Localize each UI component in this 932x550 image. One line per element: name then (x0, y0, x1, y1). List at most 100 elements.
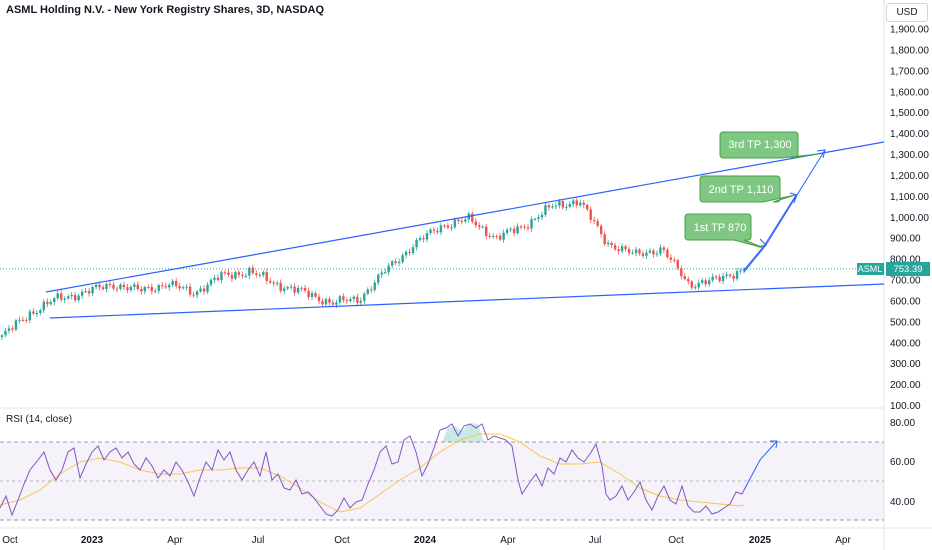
candle-body (227, 272, 230, 276)
candle-body (112, 284, 115, 289)
candlestick-series[interactable] (0, 198, 746, 341)
candle-body (582, 202, 585, 205)
projection-path[interactable] (743, 194, 797, 271)
candle-body (540, 214, 544, 218)
rsi-projection-arrow[interactable] (743, 440, 778, 491)
candle-body (700, 280, 704, 283)
candle-body (195, 291, 199, 296)
candle-body (453, 219, 457, 228)
candle-body (143, 286, 147, 292)
symbol-badge (857, 263, 884, 275)
candle-body (98, 284, 101, 288)
time-tick: Apr (167, 535, 183, 546)
candle-body (46, 301, 49, 305)
candle-body (634, 249, 638, 254)
candle-body (140, 288, 143, 292)
candle-body (307, 290, 310, 298)
candle-body (363, 293, 366, 301)
candle-body (704, 280, 707, 285)
candle-body (300, 287, 303, 289)
candle-body (411, 247, 415, 253)
time-axis[interactable]: Oct 2023 Apr Jul Oct 2024 Apr Jul Oct 2025 Apr (2, 535, 851, 546)
candle-body (596, 220, 599, 226)
candle-body (359, 300, 363, 303)
time-tick: 2023 (81, 535, 104, 546)
time-tick: Jul (252, 535, 265, 546)
time-tick: Apr (500, 535, 516, 546)
candle-body (60, 293, 63, 300)
candle-body (174, 280, 178, 287)
candle-body (269, 280, 272, 283)
candle-body (349, 299, 352, 302)
price-tick: 1,400.00 (890, 129, 929, 140)
candle-body (464, 219, 467, 222)
callout-tp3[interactable]: 3rd TP 1,300 (719, 131, 819, 159)
candle-body (53, 298, 56, 303)
rsi-overbought-fill (442, 423, 484, 442)
candle-body (687, 278, 690, 282)
candle-body (586, 204, 589, 210)
candle-body (645, 252, 648, 256)
candle-body (73, 295, 77, 301)
candle-body (310, 293, 314, 298)
candle-body (471, 213, 474, 222)
candle-body (314, 293, 317, 297)
candle-body (627, 249, 631, 254)
candle-body (276, 282, 279, 284)
candle-body (707, 280, 711, 285)
candle-body (620, 246, 624, 252)
candle-body (262, 272, 265, 276)
candle-body (495, 235, 498, 237)
price-axis[interactable]: 1,900.00 1,800.00 1,700.00 1,600.00 1,500.00… (890, 25, 929, 413)
candle-body (25, 319, 28, 321)
candle-body (84, 291, 87, 293)
candle-body (446, 225, 450, 228)
candle-body (505, 229, 509, 233)
callout-tp1[interactable]: 1st TP 870 (684, 213, 765, 249)
candle-body (317, 296, 321, 302)
candle-body (512, 228, 516, 234)
candle-body (244, 275, 248, 277)
candle-body (526, 227, 530, 229)
candle-body (383, 272, 387, 274)
callout-tp2[interactable]: 2nd TP 1,110 (699, 175, 796, 203)
rsi-ma-line (0, 433, 745, 513)
candle-body (154, 290, 157, 292)
candle-body (328, 299, 331, 303)
currency-button[interactable]: USD (886, 3, 928, 22)
candle-body (80, 291, 84, 296)
candle-body (436, 230, 439, 233)
candle-body (659, 247, 662, 254)
candle-body (725, 274, 728, 276)
candle-body (220, 272, 223, 281)
candle-body (593, 219, 596, 221)
candle-body (443, 225, 446, 227)
upper-trendline[interactable] (45, 141, 885, 293)
candle-body (338, 296, 342, 303)
candle-body (617, 249, 620, 252)
candle-body (161, 285, 164, 287)
candle-body (136, 284, 140, 289)
symbol-badge-text: ASML (858, 264, 883, 274)
candle-body (237, 272, 241, 275)
candle-body (282, 288, 286, 292)
candle-body (164, 286, 167, 288)
candle-body (732, 276, 735, 279)
candle-body (192, 294, 195, 296)
projection-arrows[interactable] (743, 149, 826, 273)
candle-body (537, 217, 540, 219)
candle-body (101, 287, 105, 290)
candle-body (422, 238, 425, 240)
candle-body (377, 274, 380, 283)
rsi-pane[interactable]: 80.00 60.00 40.00 (0, 418, 915, 521)
candle-body (56, 293, 59, 299)
candle-body (331, 302, 335, 305)
last-price-badge (886, 262, 930, 276)
candle-body (401, 255, 404, 263)
lower-trendline[interactable] (49, 283, 885, 319)
candle-body (258, 274, 261, 276)
candle-body (728, 274, 732, 277)
candle-body (666, 249, 669, 258)
candle-body (66, 296, 70, 299)
